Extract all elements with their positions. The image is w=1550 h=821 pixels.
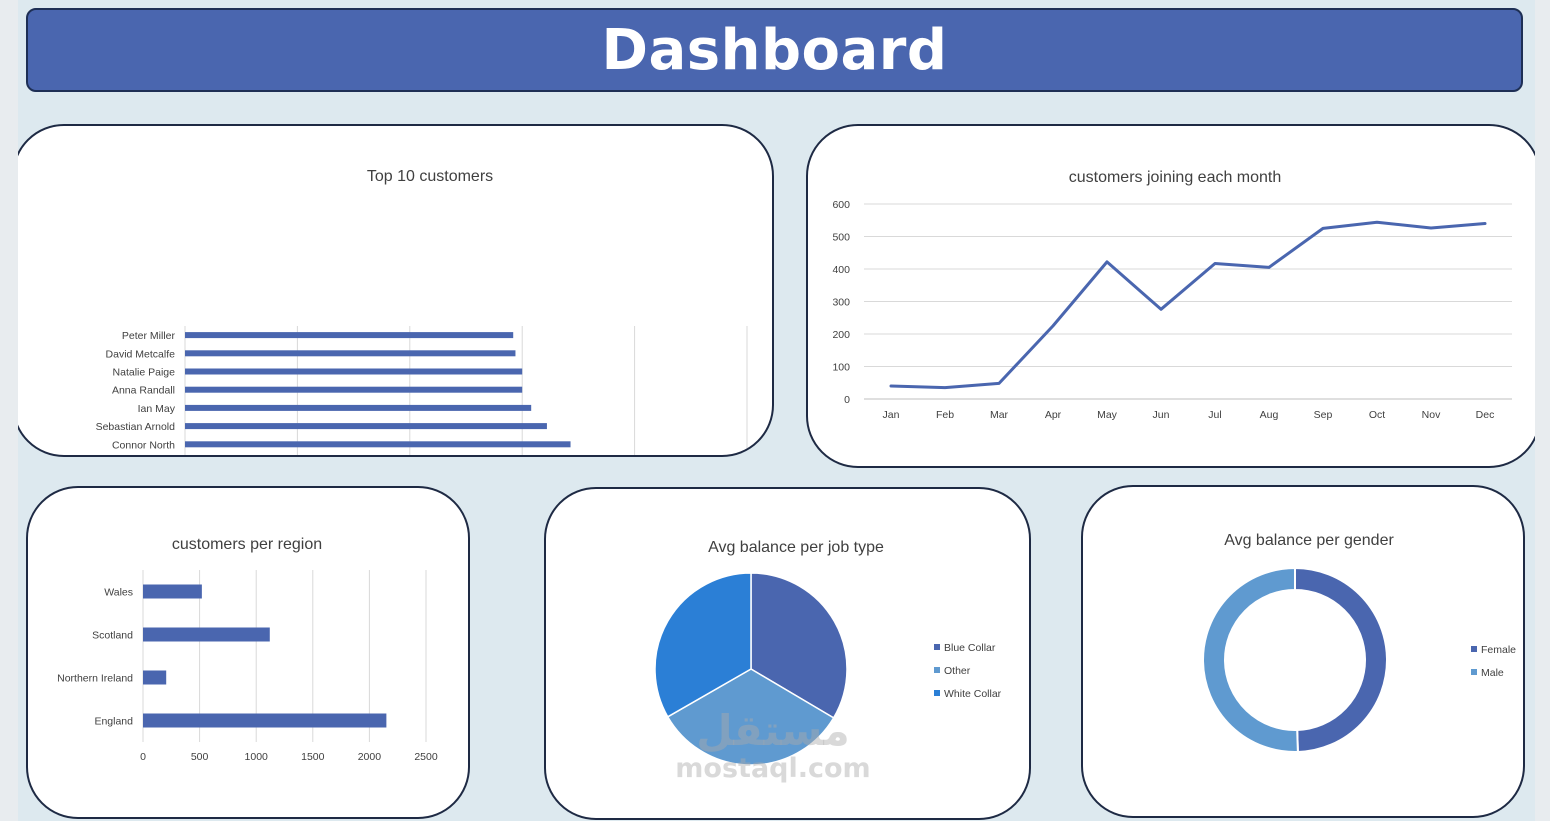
slice (1294, 566, 1389, 753)
job-type-chart: Avg balance per job type Blue Collar Other… (654, 539, 1002, 766)
x-tick-label: Apr (1045, 409, 1062, 421)
dashboard-canvas: Dashboard Top 10 customers05000010000015… (18, 0, 1535, 821)
bar (185, 368, 523, 375)
x-tick-label: 500 (191, 751, 209, 763)
monthly-customers-chart: customers joining each month 0 100 200 300 40… (832, 169, 1512, 421)
x-tick-label: Feb (936, 409, 954, 421)
x-tick-label: Jun (1153, 409, 1170, 421)
legend-label: White Collar (944, 688, 1002, 700)
chart-title: Avg balance per job type (708, 539, 884, 556)
category-label: Connor North (112, 439, 175, 451)
legend-label: Other (944, 665, 971, 677)
category-label: Peter Miller (122, 330, 176, 342)
x-tick-label: Oct (1369, 409, 1385, 421)
monthly-customers-panel: customers joining each month 0 100 200 300 40… (806, 124, 1535, 468)
legend-swatch (934, 644, 940, 650)
slice (1202, 566, 1299, 753)
x-tick-label: 1000 (245, 751, 269, 763)
legend-swatch (934, 690, 940, 696)
y-tick-label: 300 (832, 297, 850, 309)
slice (654, 572, 752, 718)
chart-title: customers per region (172, 536, 322, 553)
bar (185, 441, 571, 448)
x-tick-label: Aug (1260, 409, 1279, 421)
y-tick-label: 200 (832, 329, 850, 341)
y-tick-label: 100 (832, 362, 850, 374)
category-label: Anna Randall (112, 385, 175, 397)
legend-label: Female (1481, 644, 1516, 656)
dashboard-title: Dashboard (601, 17, 948, 83)
x-tick-label: Jan (883, 409, 900, 421)
x-tick-label: Jul (1208, 409, 1221, 421)
x-tick-label: 1500 (301, 751, 325, 763)
bar (185, 350, 516, 357)
bar (185, 386, 523, 393)
chart-title: Top 10 customers (367, 168, 493, 185)
top-customers-panel: Top 10 customers050000100000150000200000… (18, 124, 774, 457)
legend-label: Blue Collar (944, 642, 996, 654)
category-label: Ian May (138, 403, 176, 415)
x-tick-label: May (1097, 409, 1118, 421)
y-tick-label: 500 (832, 232, 850, 244)
dashboard-header: Dashboard (26, 8, 1523, 92)
legend-label: Male (1481, 667, 1504, 679)
gender-panel: Avg balance per gender Female Male (1081, 485, 1525, 818)
category-label: Natalie Paige (113, 367, 176, 379)
category-label: David Metcalfe (106, 348, 176, 360)
chart-title: customers joining each month (1069, 169, 1282, 186)
bar (185, 404, 532, 411)
x-tick-label: Sep (1314, 409, 1333, 421)
bar (185, 332, 514, 339)
slice (750, 572, 848, 719)
y-tick-label: 600 (832, 199, 850, 211)
job-type-panel: Avg balance per job type Blue Collar Other… (544, 487, 1031, 820)
category-label: Northern Ireland (57, 673, 133, 685)
gender-chart: Avg balance per gender Female Male (1202, 532, 1516, 753)
x-tick-label: Mar (990, 409, 1009, 421)
top-customers-chart: Top 10 customers050000100000150000200000… (96, 168, 748, 455)
legend-swatch (1471, 669, 1477, 675)
x-tick-label: Dec (1476, 409, 1495, 421)
bar (185, 423, 547, 430)
bar (143, 670, 167, 685)
category-label: Wales (104, 587, 133, 599)
bar (143, 713, 387, 728)
y-tick-label: 400 (832, 264, 850, 276)
slice (666, 668, 835, 766)
category-label: Sebastian Arnold (96, 421, 176, 433)
x-tick-label: 2000 (358, 751, 382, 763)
category-label: Scotland (92, 630, 133, 642)
y-tick-label: 0 (844, 394, 850, 406)
chart-title: Avg balance per gender (1224, 532, 1394, 549)
x-tick-label: 2500 (414, 751, 438, 763)
x-tick-label: 0 (140, 751, 146, 763)
bar (143, 627, 270, 642)
legend-swatch (1471, 646, 1477, 652)
bar (143, 584, 202, 599)
series-line (889, 220, 1487, 390)
region-panel: customers per region 0 500 1000 1500 2000 2500… (26, 486, 470, 819)
legend-swatch (934, 667, 940, 673)
x-tick-label: Nov (1422, 409, 1441, 421)
category-label: England (94, 716, 133, 728)
region-chart: customers per region 0 500 1000 1500 2000 2500… (57, 536, 438, 763)
